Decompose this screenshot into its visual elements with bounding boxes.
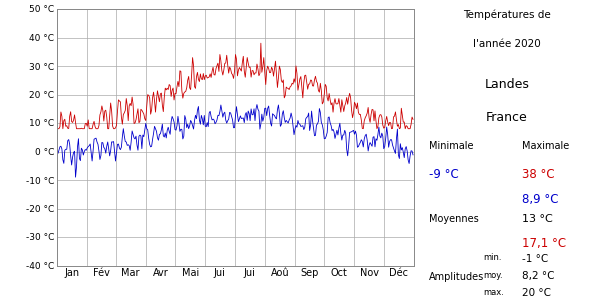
Text: max.: max.	[483, 288, 504, 297]
Text: l'année 2020: l'année 2020	[473, 39, 541, 49]
Text: min.: min.	[483, 254, 502, 262]
Text: 8,9 °C: 8,9 °C	[522, 194, 559, 206]
Text: Maximale: Maximale	[522, 141, 569, 151]
Text: 13 °C: 13 °C	[522, 214, 553, 224]
Text: Moyennes: Moyennes	[429, 214, 479, 224]
Text: Amplitudes: Amplitudes	[429, 272, 484, 281]
Text: Minimale: Minimale	[429, 141, 473, 151]
Text: 17,1 °C: 17,1 °C	[522, 237, 566, 250]
Text: Températures de: Températures de	[463, 9, 551, 20]
Text: 8,2 °C: 8,2 °C	[522, 272, 554, 281]
Text: 20 °C: 20 °C	[522, 288, 551, 298]
Text: -1 °C: -1 °C	[522, 254, 548, 263]
Text: Landes: Landes	[485, 78, 529, 91]
Text: -9 °C: -9 °C	[429, 168, 459, 181]
Text: moy.: moy.	[483, 272, 503, 280]
Text: France: France	[486, 111, 528, 124]
Text: 38 °C: 38 °C	[522, 168, 554, 181]
